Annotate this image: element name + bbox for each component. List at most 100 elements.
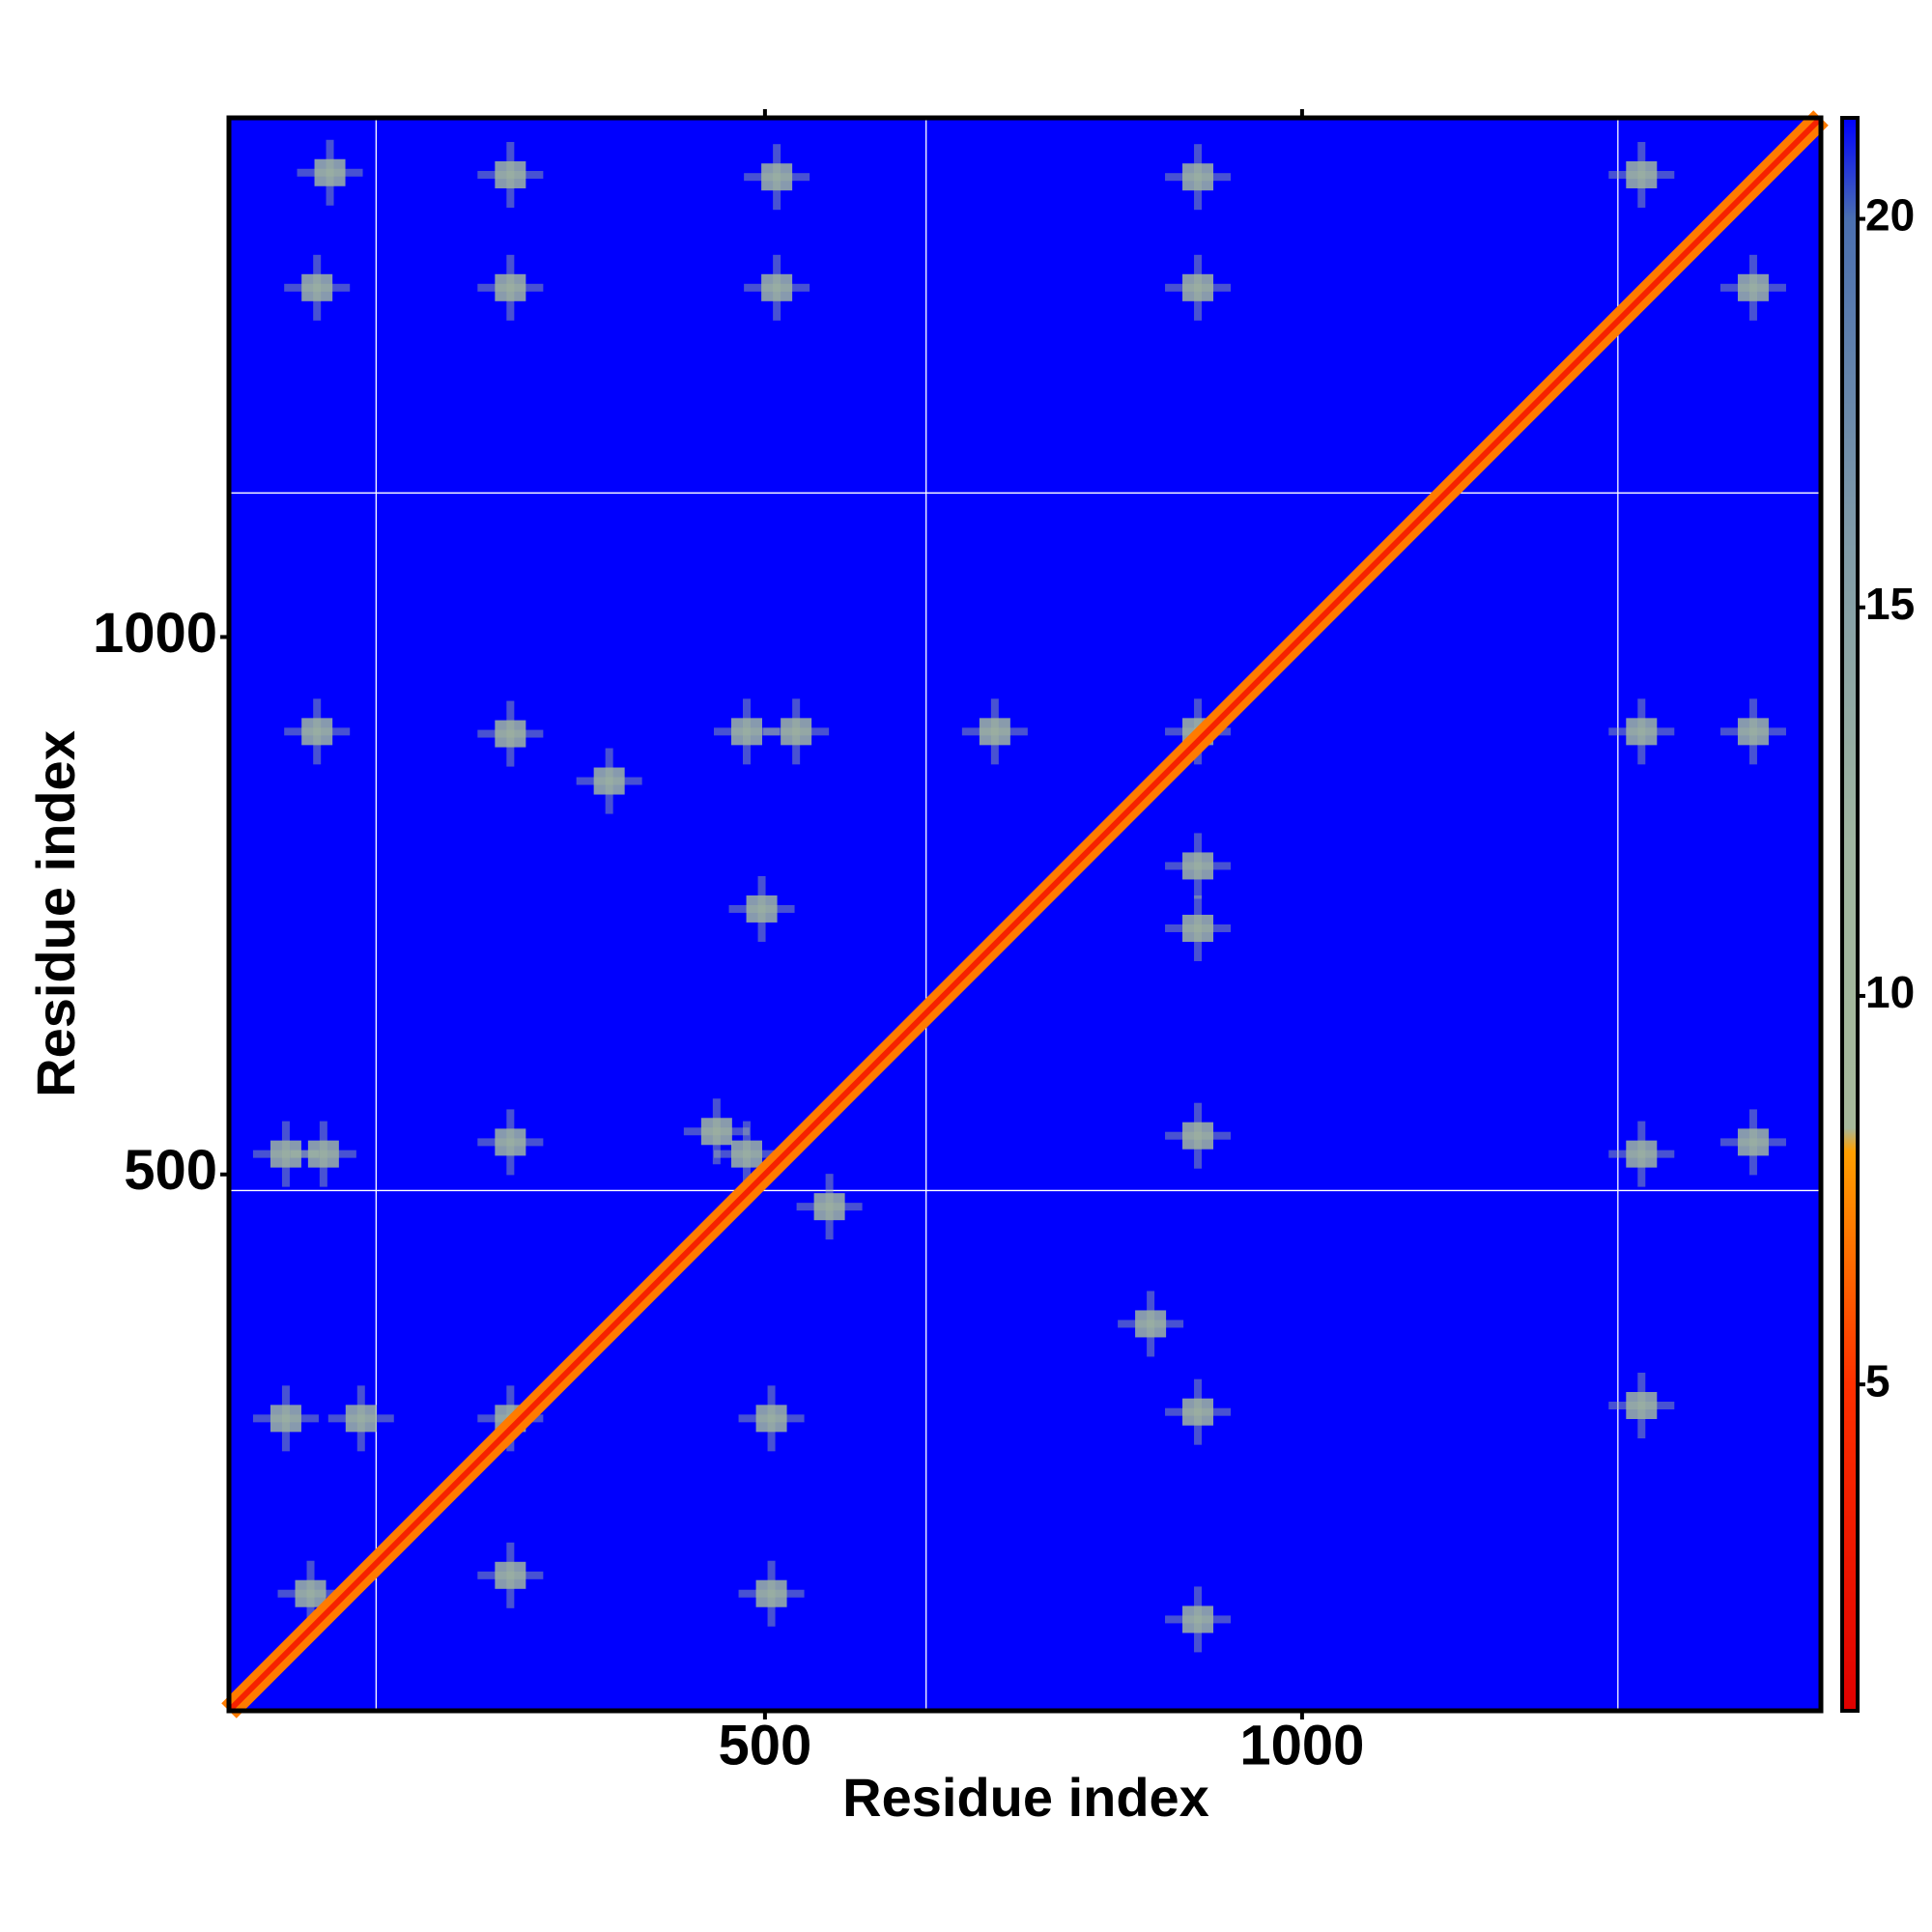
contact [1737,718,1769,746]
contact-spread [1194,1586,1203,1653]
contact [495,1128,526,1156]
contact-spread [1637,1121,1646,1187]
contact-spread [1194,895,1203,961]
contact [495,273,526,301]
contact-spread [477,729,544,738]
contact-spread [313,698,322,765]
contact-spread [506,700,515,767]
contact-spread [477,283,544,292]
contact-spread [744,173,810,182]
contact-spread [1194,254,1203,321]
contact-spread [1748,698,1757,765]
contact-spread [728,904,795,913]
contact-spread [1194,1378,1203,1445]
contact [1737,1128,1769,1156]
contact [593,767,625,795]
contact-spread [356,1385,365,1452]
contact-cluster [1608,141,1675,208]
contact-cluster [1719,254,1786,321]
contact-cluster [1165,1378,1232,1445]
contact-cluster [763,698,830,765]
contact [1182,273,1214,301]
contact-cluster [1608,1121,1675,1187]
contact [1135,1310,1167,1338]
x-axis-title: Residue index [842,1767,1209,1828]
contact-spread [1194,144,1203,211]
contact-spread [277,1589,344,1598]
contact [979,718,1010,746]
contact-cluster [327,1385,394,1452]
contact-cluster [1118,1291,1184,1357]
contact-cluster [277,1560,344,1627]
contact-cluster [796,1174,863,1240]
contact [755,1579,787,1607]
contact [746,895,778,923]
contact-spread [767,1385,776,1452]
contact [730,1140,762,1168]
contact-spread [1748,1109,1757,1176]
contact [345,1405,377,1433]
contact-spread [319,1121,327,1187]
contact [730,718,762,746]
y-axis-title: Residue index [25,730,86,1097]
contact-cluster [477,254,544,321]
contact-spread [1165,862,1232,870]
contact-spread [738,1414,805,1423]
contact [301,718,333,746]
contact-cluster [1719,698,1786,765]
contact-spread [1608,727,1675,736]
contact [1182,1398,1214,1426]
contact-spread [252,1414,319,1423]
contact-cluster [738,1385,805,1452]
colorbar-tick-label: 10 [1865,967,1915,1017]
contact-spread [1637,141,1646,208]
contact-cluster [1165,254,1232,321]
contact-cluster [1165,833,1232,899]
contact [1626,1391,1658,1419]
contact-spread [576,777,642,785]
contact-spread [713,727,780,736]
colorbar-tick-label: 5 [1865,1355,1890,1406]
contact-spread [252,1150,319,1158]
contact [307,1140,339,1168]
contact-spread [1608,1150,1675,1158]
contact-cluster [1165,1102,1232,1169]
contact-cluster [477,1542,544,1608]
contact-spread [284,283,351,292]
contact-spread [506,254,515,321]
contact-spread [738,1589,805,1598]
contact [755,1405,787,1433]
contact [495,720,526,748]
plot-frame [226,115,1824,1714]
contact-cluster [1165,144,1232,211]
contact-spread [683,1127,750,1136]
contact-spread [1165,1615,1232,1624]
contact-cluster [252,1121,319,1187]
contact [270,1405,301,1433]
contact-cluster [477,1109,544,1176]
contact-spread [1165,173,1232,182]
contact-spread [796,1203,863,1211]
contact-spread [712,1098,721,1165]
contact-spread [961,727,1028,736]
contact-cluster [1719,1109,1786,1176]
contact-spread [825,1174,834,1240]
contact-spread [1719,727,1786,736]
contact-spread [1637,698,1646,765]
contact-spread [477,1138,544,1147]
contact [295,1579,327,1607]
contact-spread [744,283,810,292]
contact-spread [1194,833,1203,899]
contact-spread [506,141,515,208]
contact-cluster [576,748,642,814]
contact [1182,1605,1214,1634]
contact-spread [773,144,781,211]
x-tick-label: 500 [719,1714,812,1776]
contact-spread [297,168,363,177]
contact [1182,852,1214,880]
contact-spread [1719,283,1786,292]
diagonal [226,115,1824,1714]
contact-spread [1147,1291,1155,1357]
contact-cluster [744,254,810,321]
